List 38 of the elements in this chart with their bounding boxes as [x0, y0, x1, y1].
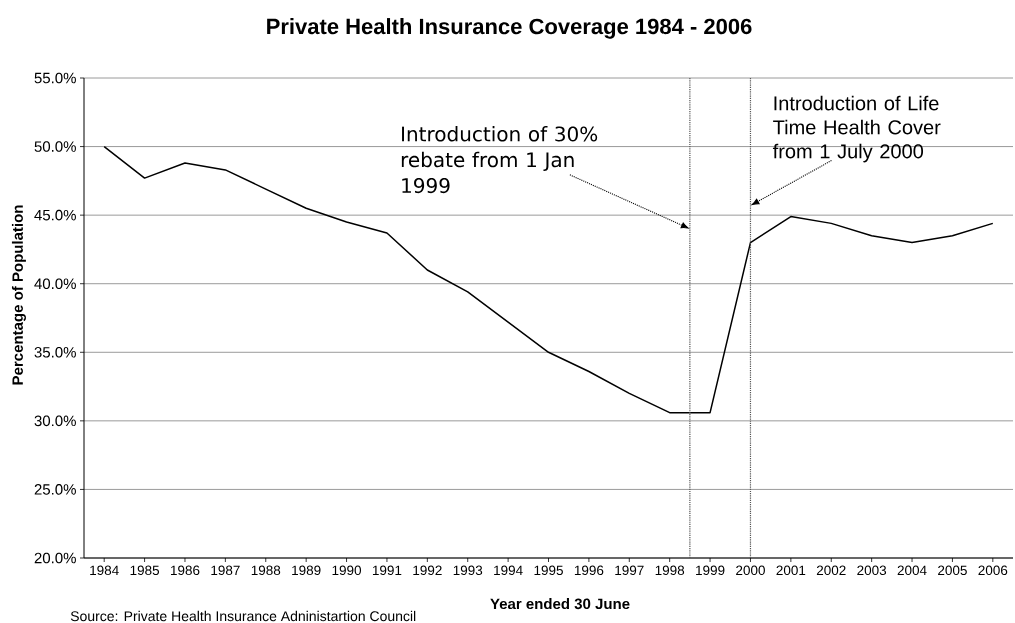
- annotation: Introduction of 30% rebate from 1 Jan 1999: [401, 126, 598, 194]
- x-tick-label: 1994: [494, 565, 523, 576]
- x-tick-label: 1986: [170, 565, 200, 576]
- x-tick-label: 1991: [372, 565, 402, 576]
- x-tick-label: 2003: [857, 565, 887, 576]
- line-series: [103, 145, 994, 414]
- annotation: Introduction of Life Time Health Cover from 1 July 2000: [772, 95, 941, 163]
- x-tick-label: 2006: [978, 565, 1008, 576]
- x-tick-label: 2005: [938, 565, 967, 576]
- x-tick-label: 2002: [816, 565, 846, 576]
- x-tick-label: 1997: [615, 565, 644, 576]
- x-tick-label: 1998: [655, 565, 685, 576]
- y-tick-label: 45.0%: [34, 209, 76, 221]
- y-tick-label: 20.0%: [34, 552, 76, 564]
- x-tick-label: 2000: [736, 565, 765, 576]
- y-tick-label: 30.0%: [34, 415, 76, 427]
- y-axis-title: Percentage of Population: [11, 205, 26, 385]
- y-tick-label: 55.0%: [34, 72, 76, 84]
- y-tick-label: 35.0%: [34, 346, 76, 358]
- x-tick-label: 1987: [211, 565, 240, 576]
- x-tick-label: 1995: [534, 565, 563, 576]
- x-tick-label: 2001: [776, 565, 806, 576]
- x-tick-label: 1985: [130, 565, 160, 576]
- x-tick-label: 1984: [90, 565, 119, 576]
- x-tick-label: 1999: [696, 565, 725, 576]
- chart-title: Private Health Insurance Coverage 1984 - 2006: [267, 18, 752, 39]
- y-tick-label: 25.0%: [34, 484, 76, 495]
- y-tick-label: 50.0%: [34, 141, 76, 152]
- source-note: Source: Private Health Insurance Adninistartion Council: [70, 610, 416, 622]
- x-tick-label: 1996: [574, 565, 604, 576]
- x-axis-title: Year ended 30 June: [490, 598, 630, 610]
- x-tick-label: 2004: [897, 565, 927, 576]
- x-tick-label: 1989: [292, 565, 321, 576]
- x-tick-label: 1988: [251, 565, 281, 576]
- x-tick-label: 1992: [413, 565, 442, 576]
- x-tick-label: 1993: [453, 565, 483, 576]
- y-tick-label: 40.0%: [34, 278, 76, 290]
- x-tick-label: 1990: [332, 565, 362, 576]
